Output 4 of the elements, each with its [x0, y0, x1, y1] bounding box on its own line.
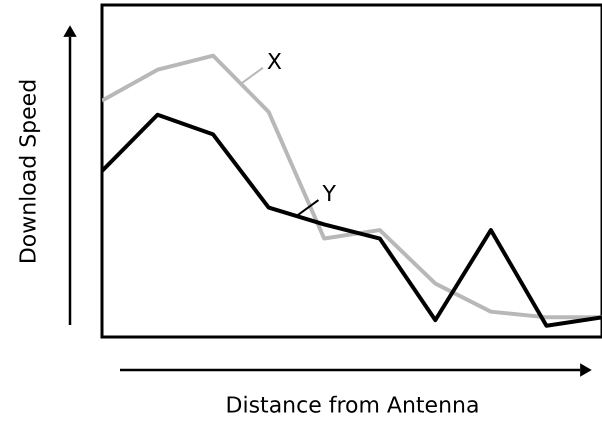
legend-label: X	[266, 50, 282, 75]
x-axis-title: Distance from Antenna	[226, 394, 480, 418]
legend-label: Y	[321, 182, 336, 208]
y-axis-title: Download Speed	[16, 78, 42, 264]
